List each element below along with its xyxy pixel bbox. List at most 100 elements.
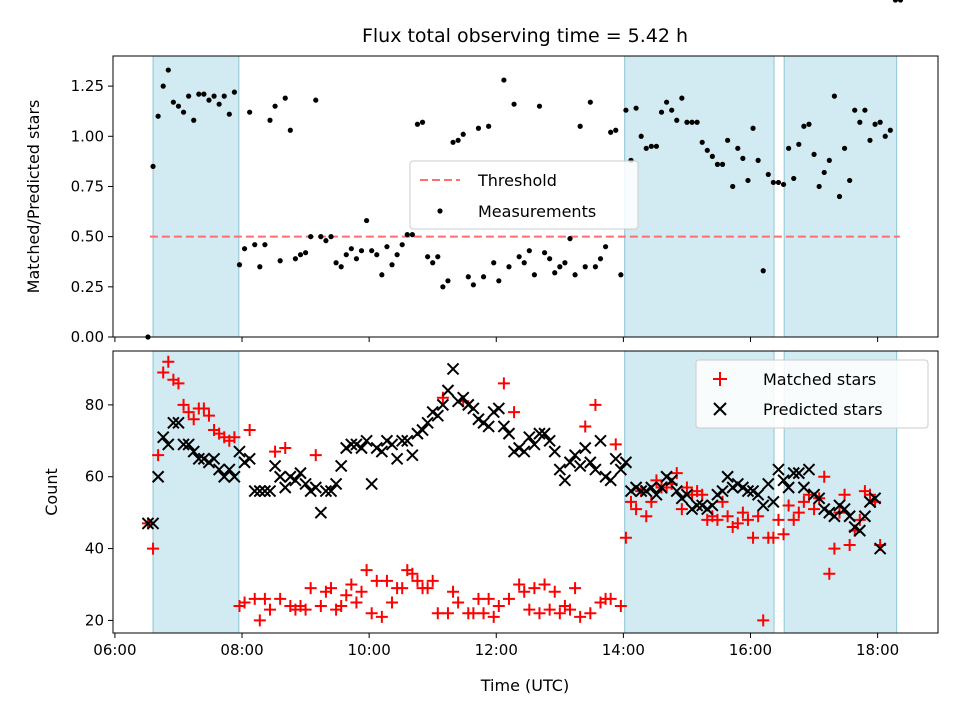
measurement-point-42 <box>358 248 365 254</box>
matched-star-point-26 <box>274 592 287 605</box>
measurement-point-89 <box>597 256 604 262</box>
measurement-point-92 <box>613 127 619 133</box>
measurement-point-144 <box>877 119 883 125</box>
measurement-point-108 <box>694 119 700 125</box>
measurement-point-43 <box>364 217 370 224</box>
matched-star-point-74 <box>518 585 531 598</box>
measurement-point-22 <box>257 264 263 270</box>
predicted-star-point-29 <box>289 474 302 487</box>
measurement-point-117 <box>740 155 746 161</box>
measurement-point-19 <box>241 246 248 252</box>
predicted-star-point-76 <box>528 438 541 451</box>
measurement-point-99 <box>648 143 654 149</box>
matched-star-point-118 <box>741 513 754 526</box>
measurement-point-105 <box>679 95 685 101</box>
measurement-point-111 <box>709 153 715 159</box>
predicted-star-point-83 <box>563 456 577 469</box>
measurement-point-71 <box>506 264 512 270</box>
matched-star-point-46 <box>375 610 388 623</box>
matched-star-point-20 <box>243 424 256 437</box>
matched-star-point-25 <box>269 445 282 458</box>
matched-star-point-12 <box>202 409 215 422</box>
matched-star-point-44 <box>365 607 378 620</box>
predicted-star-point-48 <box>385 438 399 451</box>
predicted-star-point-52 <box>406 448 419 462</box>
bot-shaded-interval-0 <box>152 350 240 634</box>
measurement-point-8 <box>186 93 192 99</box>
x-axis: 06:00 08:00 10:00 12:00 14:00 16:00 18:00 <box>93 633 899 659</box>
measurement-point-37 <box>333 260 339 266</box>
measurement-point-9 <box>191 117 197 123</box>
measurement-point-69 <box>496 278 502 284</box>
bot-y-tick-label-0: 20 <box>85 611 104 629</box>
matched-star-point-98 <box>640 510 653 523</box>
predicted-star-point-14 <box>212 463 226 476</box>
predicted-star-point-23 <box>258 484 272 498</box>
measurement-point-148 <box>897 0 904 3</box>
measurement-point-11 <box>201 91 207 97</box>
top-shaded-interval-1 <box>624 55 775 338</box>
matched-star-point-61 <box>452 596 465 609</box>
measurement-point-57 <box>435 254 441 260</box>
matched-star-point-140 <box>853 513 866 526</box>
matched-star-point-66 <box>477 607 490 620</box>
predicted-star-point-82 <box>558 474 572 487</box>
predicted-star-point-3 <box>157 431 170 444</box>
measurement-point-40 <box>348 246 354 252</box>
measurement-point-128 <box>796 141 802 147</box>
measurement-point-81 <box>557 264 563 270</box>
predicted-star-point-80 <box>548 445 561 458</box>
measurement-point-72 <box>511 101 517 107</box>
measurement-point-87 <box>587 99 593 105</box>
measurement-point-4 <box>165 67 171 73</box>
matched-star-point-81 <box>553 607 566 620</box>
x-tick-label-3: 12:00 <box>475 641 518 659</box>
matched-star-point-106 <box>680 481 693 494</box>
measurement-point-59 <box>445 278 451 284</box>
measurement-point-136 <box>836 193 843 200</box>
measurement-point-70 <box>501 77 507 83</box>
predicted-star-point-86 <box>579 441 592 455</box>
predicted-star-point-100 <box>650 488 663 501</box>
predicted-star-point-104 <box>670 484 683 498</box>
predicted-star-point-4 <box>162 438 175 451</box>
top-y-tick-label-2: 0.50 <box>71 228 104 246</box>
measurement-point-134 <box>826 157 832 163</box>
measurement-point-41 <box>353 256 360 262</box>
predicted-star-point-0 <box>141 517 155 530</box>
measurement-point-103 <box>669 107 675 113</box>
predicted-star-point-124 <box>772 463 785 476</box>
predicted-star-point-121 <box>757 499 770 512</box>
predicted-star-point-88 <box>589 463 602 476</box>
measurement-point-64 <box>470 282 476 288</box>
matched-star-point-88 <box>589 398 602 411</box>
predicted-star-point-54 <box>416 423 429 437</box>
measurement-point-39 <box>343 252 349 258</box>
matched-star-point-125 <box>777 528 790 541</box>
measurement-point-123 <box>770 179 776 186</box>
matched-star-point-100 <box>650 474 663 487</box>
measurement-point-127 <box>791 175 797 182</box>
matched-star-point-21 <box>248 592 261 605</box>
matched-star-point-76 <box>528 582 541 595</box>
predicted-star-point-57 <box>431 409 444 422</box>
measurement-point-133 <box>821 169 827 176</box>
matched-star-point-52 <box>406 567 419 580</box>
legend-predicted-swatch <box>713 402 727 416</box>
matched-star-point-47 <box>380 574 393 587</box>
measurement-point-78 <box>541 250 548 256</box>
bot-y-tick-label-2: 60 <box>85 468 104 486</box>
predicted-star-point-5 <box>167 416 180 430</box>
predicted-star-point-26 <box>273 470 287 483</box>
predicted-star-point-70 <box>497 420 511 433</box>
measurement-point-31 <box>302 250 309 256</box>
predicted-star-point-132 <box>812 492 826 505</box>
measurement-point-46 <box>379 272 385 278</box>
matched-star-point-121 <box>757 614 770 627</box>
matched-star-point-136 <box>833 506 846 519</box>
matched-star-point-84 <box>569 582 582 595</box>
matched-star-point-6 <box>172 377 185 390</box>
matched-star-point-129 <box>797 495 810 508</box>
measurement-point-23 <box>262 242 268 248</box>
